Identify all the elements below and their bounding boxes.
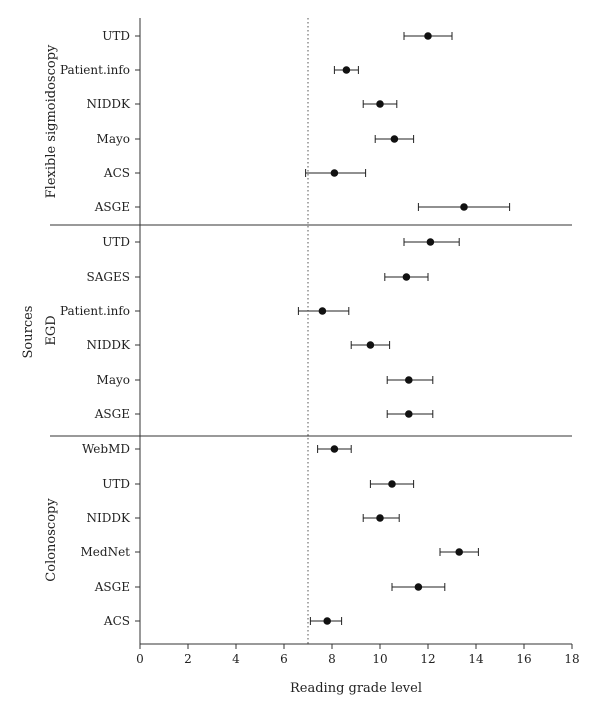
category-label: ASGE <box>94 407 130 421</box>
category-label: Patient.info <box>60 304 130 318</box>
category-label: NIDDK <box>87 338 131 352</box>
category-label: ACS <box>103 614 130 628</box>
mean-point <box>390 135 399 143</box>
x-tick-label: 14 <box>468 652 484 666</box>
category-label: MedNet <box>81 545 131 559</box>
mean-point <box>426 238 435 246</box>
mean-point <box>342 66 351 74</box>
mean-point <box>366 341 375 349</box>
mean-point <box>405 376 413 384</box>
x-axis: 0 2 4 6 8 10 12 14 16 18 <box>136 644 580 666</box>
category-label: ASGE <box>94 580 130 594</box>
mean-point <box>388 480 396 488</box>
x-tick-label: 8 <box>328 652 336 666</box>
category-label: UTD <box>102 29 130 43</box>
category-label: ACS <box>103 166 130 180</box>
category-label: UTD <box>102 477 130 491</box>
mean-point <box>405 410 413 418</box>
x-tick-label: 4 <box>232 652 240 666</box>
mean-point <box>330 445 339 453</box>
mean-point <box>424 32 432 40</box>
x-tick-label: 2 <box>184 652 192 666</box>
mean-point <box>376 514 384 522</box>
group-separators <box>50 224 572 437</box>
category-label: Patient.info <box>60 63 130 77</box>
category-label: WebMD <box>82 442 130 456</box>
mean-point <box>323 617 332 625</box>
x-tick-label: 6 <box>280 652 288 666</box>
mean-point <box>414 583 423 591</box>
category-label: NIDDK <box>87 97 131 111</box>
mean-point <box>330 169 339 177</box>
category-label: Mayo <box>97 132 130 146</box>
x-tick-label: 0 <box>136 652 144 666</box>
category-label: ASGE <box>94 200 130 214</box>
group-label: EGD <box>44 315 59 345</box>
data-marks: Flexible sigmoidoscopy UTD Patient.info NID… <box>44 29 511 628</box>
mean-point <box>402 273 411 281</box>
group-label: Flexible sigmoidoscopy <box>44 44 59 198</box>
mean-point <box>460 203 468 211</box>
x-axis-title: Reading grade level <box>290 681 422 696</box>
plot-frame <box>139 18 572 645</box>
y-axis-title: Sources <box>21 306 36 359</box>
category-label: UTD <box>102 235 130 249</box>
category-label: Mayo <box>97 373 130 387</box>
category-label: SAGES <box>87 270 130 284</box>
mean-point <box>318 307 327 315</box>
category-label: NIDDK <box>87 511 131 525</box>
mean-point <box>376 100 384 108</box>
x-tick-label: 12 <box>420 652 435 666</box>
x-tick-label: 16 <box>516 652 531 666</box>
x-tick-label: 10 <box>372 652 387 666</box>
group-label: Colonoscopy <box>44 498 59 582</box>
mean-point <box>455 548 464 556</box>
x-tick-label: 18 <box>564 652 579 666</box>
